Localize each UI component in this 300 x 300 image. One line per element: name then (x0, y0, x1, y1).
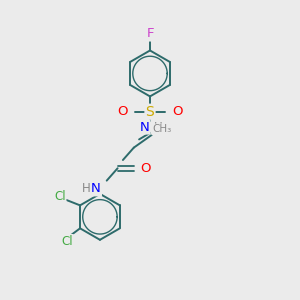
Text: CH₃: CH₃ (152, 124, 171, 134)
Text: H: H (82, 182, 91, 195)
Text: Cl: Cl (61, 235, 73, 248)
Text: O: O (172, 105, 183, 118)
Text: S: S (146, 105, 154, 119)
Text: Cl: Cl (54, 190, 66, 203)
Text: F: F (146, 28, 154, 40)
Text: N: N (140, 121, 150, 134)
Text: O: O (140, 162, 151, 175)
Text: O: O (117, 105, 128, 118)
Text: N: N (91, 182, 101, 195)
Text: H: H (154, 121, 163, 134)
